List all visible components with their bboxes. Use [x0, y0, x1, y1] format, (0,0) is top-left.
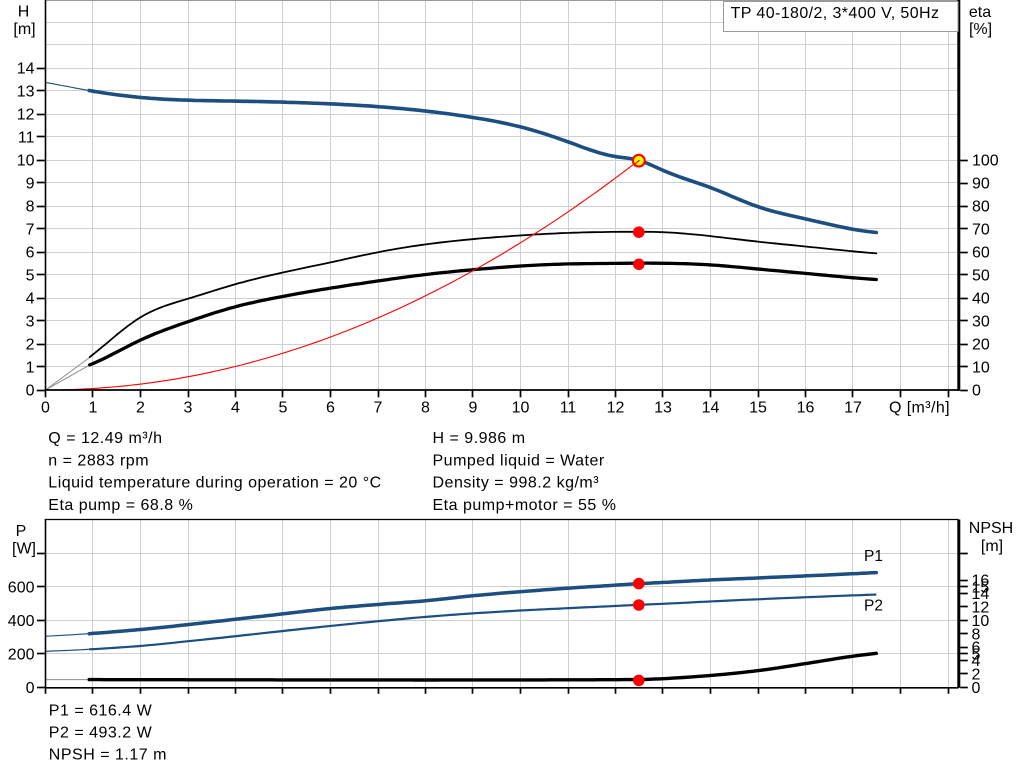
svg-text:P: P	[16, 523, 27, 540]
svg-text:2: 2	[136, 399, 145, 416]
svg-text:0: 0	[972, 383, 981, 400]
svg-text:4: 4	[972, 653, 981, 670]
svg-text:5: 5	[26, 268, 35, 285]
svg-text:14: 14	[972, 586, 990, 603]
svg-text:n = 2883 rpm: n = 2883 rpm	[48, 452, 149, 469]
svg-text:P1: P1	[864, 548, 883, 565]
svg-text:12: 12	[607, 399, 625, 416]
svg-text:3: 3	[184, 399, 193, 416]
svg-text:400: 400	[8, 613, 35, 630]
svg-text:16: 16	[972, 573, 990, 590]
svg-text:P2: P2	[864, 598, 883, 615]
svg-text:15: 15	[749, 399, 767, 416]
svg-text:30: 30	[972, 314, 990, 331]
svg-text:100: 100	[972, 153, 999, 170]
svg-text:TP 40-180/2, 3*400 V, 50Hz: TP 40-180/2, 3*400 V, 50Hz	[731, 5, 940, 22]
svg-text:7: 7	[26, 222, 35, 239]
svg-text:1: 1	[26, 360, 35, 377]
svg-text:7: 7	[374, 399, 383, 416]
svg-text:2: 2	[26, 337, 35, 354]
svg-text:80: 80	[972, 199, 990, 216]
svg-text:Q = 12.49 m³/h: Q = 12.49 m³/h	[48, 430, 162, 447]
svg-text:20: 20	[972, 337, 990, 354]
svg-text:[W]: [W]	[12, 541, 36, 558]
svg-text:12: 12	[972, 599, 990, 616]
svg-text:[m]: [m]	[981, 538, 1003, 555]
svg-text:90: 90	[972, 176, 990, 193]
svg-text:13: 13	[654, 399, 672, 416]
svg-text:[%]: [%]	[969, 21, 992, 38]
svg-text:600: 600	[8, 579, 35, 596]
svg-text:Density = 998.2 kg/m³: Density = 998.2 kg/m³	[433, 475, 600, 492]
svg-text:6: 6	[326, 399, 335, 416]
svg-text:14: 14	[17, 61, 35, 78]
svg-text:40: 40	[972, 291, 990, 308]
svg-text:2: 2	[972, 667, 981, 684]
svg-text:10: 10	[972, 360, 990, 377]
svg-text:200: 200	[8, 646, 35, 663]
svg-text:4: 4	[26, 291, 35, 308]
svg-text:5: 5	[972, 646, 981, 663]
svg-text:6: 6	[26, 245, 35, 262]
svg-text:1: 1	[89, 399, 98, 416]
svg-text:8: 8	[972, 626, 981, 643]
svg-text:Eta pump+motor = 55 %: Eta pump+motor = 55 %	[433, 497, 617, 514]
svg-text:NPSH: NPSH	[969, 520, 1013, 537]
svg-text:8: 8	[26, 199, 35, 216]
svg-text:Q [m³/h]: Q [m³/h]	[889, 399, 950, 416]
svg-text:0: 0	[972, 680, 981, 697]
svg-text:16: 16	[797, 399, 815, 416]
svg-text:14: 14	[702, 399, 720, 416]
svg-text:4: 4	[231, 399, 240, 416]
svg-text:15: 15	[972, 579, 990, 596]
svg-text:13: 13	[17, 84, 35, 101]
svg-text:10: 10	[512, 399, 530, 416]
svg-text:6: 6	[972, 640, 981, 657]
svg-text:Liquid temperature during oper: Liquid temperature during operation = 20…	[48, 475, 381, 492]
svg-text:10: 10	[972, 613, 990, 630]
svg-text:50: 50	[972, 268, 990, 285]
svg-text:0: 0	[26, 680, 35, 697]
svg-text:17: 17	[844, 399, 862, 416]
svg-text:H = 9.986 m: H = 9.986 m	[433, 430, 526, 447]
svg-text:Pumped liquid = Water: Pumped liquid = Water	[433, 452, 605, 469]
svg-text:12: 12	[17, 107, 35, 124]
svg-text:9: 9	[26, 176, 35, 193]
svg-text:H: H	[18, 4, 30, 21]
svg-text:10: 10	[17, 153, 35, 170]
svg-text:0: 0	[26, 383, 35, 400]
svg-text:P1 = 616.4 W: P1 = 616.4 W	[49, 702, 153, 719]
svg-text:60: 60	[972, 245, 990, 262]
svg-text:3: 3	[26, 314, 35, 331]
svg-text:[m]: [m]	[13, 21, 35, 38]
svg-text:Eta pump = 68.8 %: Eta pump = 68.8 %	[48, 497, 193, 514]
svg-text:8: 8	[421, 399, 430, 416]
svg-text:NPSH = 1.17 m: NPSH = 1.17 m	[49, 747, 167, 764]
svg-text:11: 11	[560, 399, 577, 416]
svg-text:5: 5	[279, 399, 288, 416]
svg-text:11: 11	[18, 130, 35, 147]
svg-text:P2 = 493.2 W: P2 = 493.2 W	[49, 724, 153, 741]
svg-text:9: 9	[469, 399, 478, 416]
svg-text:70: 70	[972, 222, 990, 239]
svg-text:eta: eta	[969, 4, 991, 21]
svg-text:0: 0	[41, 399, 50, 416]
